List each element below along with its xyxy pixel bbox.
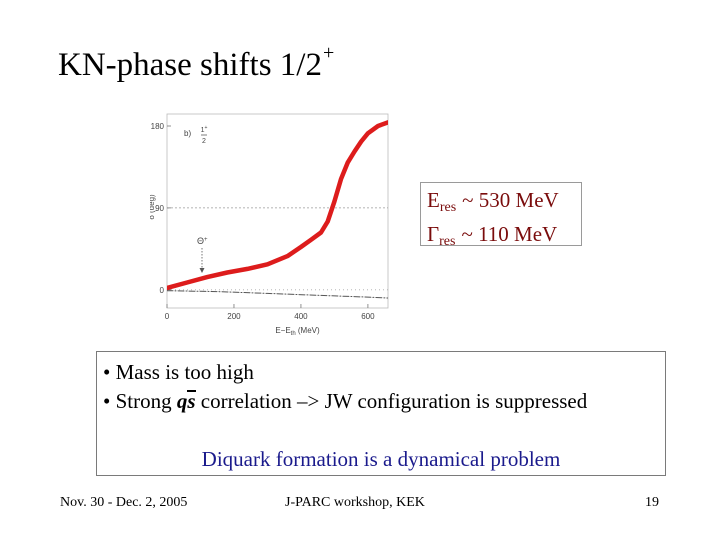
width-sub: res: [439, 234, 456, 249]
qs-symbol: qs: [176, 389, 196, 413]
y-tick-label: 0: [160, 286, 165, 295]
energy-sub: res: [439, 200, 457, 215]
bullet-correlation: • Strong qs correlation –> JW configurat…: [103, 389, 588, 413]
footer-date: Nov. 30 - Dec. 2, 2005: [60, 495, 188, 510]
slide-title: KN-phase shifts 1/2+: [58, 42, 335, 83]
x-tick-label: 400: [294, 312, 308, 321]
curve-label-denominator: 2: [202, 138, 206, 145]
x-tick-label: 0: [165, 312, 170, 321]
x-axis-label: E−Eth (MeV): [275, 326, 320, 337]
theta-arrow-head: [199, 268, 205, 273]
title-superscript: +: [322, 42, 335, 64]
y-tick-label: 180: [151, 122, 165, 131]
plot-frame: [166, 113, 389, 309]
x-tick-label: 600: [361, 312, 375, 321]
phase-shift-curve: [167, 120, 388, 291]
x-tick-label: 200: [227, 312, 241, 321]
energy-line: Eres ~ 530 MeV: [427, 187, 581, 221]
resonance-box: Eres ~ 530 MeV Γres ~ 110 MeV: [420, 182, 582, 249]
bullet-mass: • Mass is too high: [103, 360, 254, 384]
background-curve: [167, 290, 388, 299]
curve-label-numerator: 1+: [201, 125, 208, 134]
y-tick-label: 90: [155, 204, 164, 213]
theta-label: Θ+: [197, 236, 208, 246]
width-value: ~ 110 MeV: [461, 222, 558, 246]
y-axis-label: δ (deg): [150, 194, 156, 220]
diquark-note: Diquark formation is a dynamical problem: [201, 447, 561, 471]
bullet-box: • Mass is too high • Strong qs correlati…: [96, 351, 666, 476]
width-line: Γres ~ 110 MeV: [427, 221, 581, 255]
energy-value: ~ 530 MeV: [462, 188, 559, 212]
width-symbol: Γ: [427, 222, 440, 246]
page-number: 19: [645, 495, 659, 510]
phase-shift-chart: 0 90 180 0 200 400 600 δ (deg) E−Eth (MeV) b) 1+ 2 Θ…: [150, 113, 389, 337]
footer-event: J-PARC workshop, KEK: [285, 495, 425, 510]
panel-label: b): [184, 129, 191, 138]
energy-symbol: E: [427, 188, 440, 212]
